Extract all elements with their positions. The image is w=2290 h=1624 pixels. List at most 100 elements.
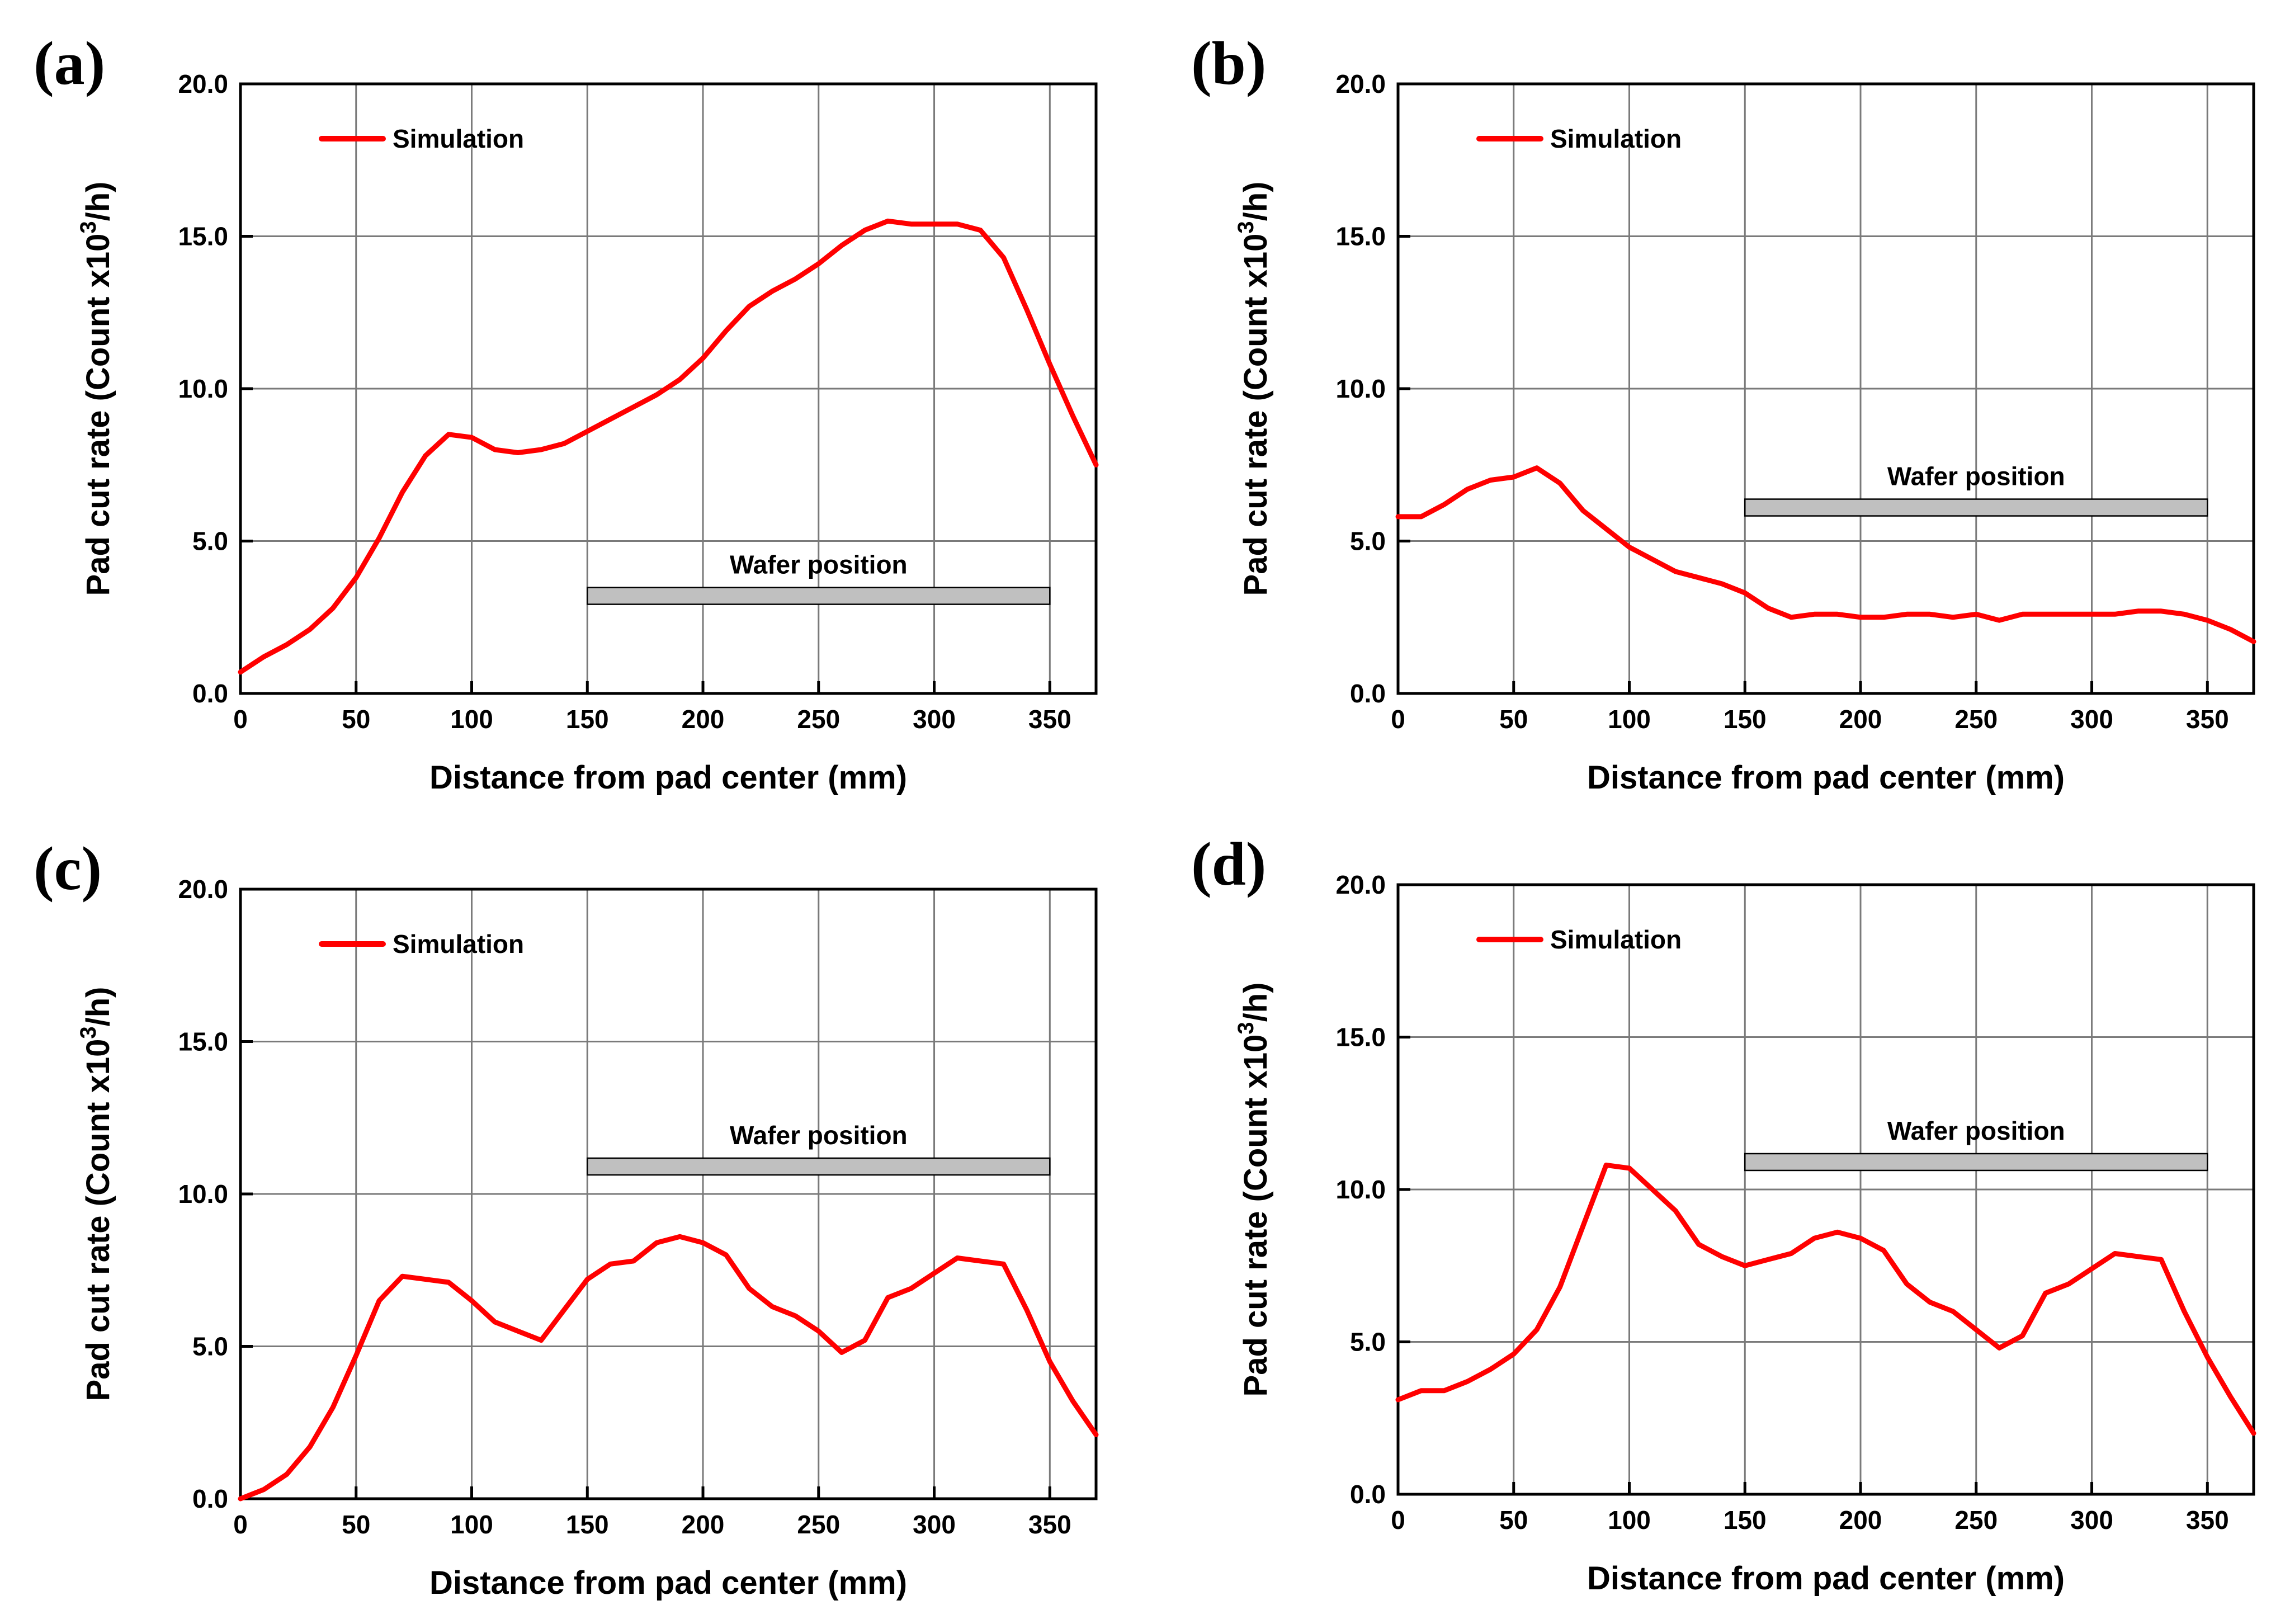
x-tick-label: 350 [2186, 1505, 2229, 1535]
y-tick-label: 10.0 [178, 1179, 228, 1208]
x-tick-label: 50 [1499, 1505, 1528, 1535]
simulation-series-line [238, 1234, 1099, 1502]
x-tick-label: 300 [913, 705, 956, 734]
y-tick-label: 0.0 [192, 1484, 228, 1513]
y-axis-title: Pad cut rate (Count x103/h) [1234, 182, 1274, 596]
y-tick-label: 0.0 [1350, 1480, 1386, 1509]
plot-frame [239, 82, 1098, 695]
panel-label: (a) [34, 29, 105, 97]
plot-frame [239, 887, 1098, 1500]
x-tick-label: 350 [2186, 705, 2229, 734]
x-tick-label: 200 [1839, 705, 1882, 734]
panel-label: (b) [1191, 29, 1266, 97]
x-tick-label: 150 [1724, 705, 1767, 734]
y-tick-label: 0.0 [192, 679, 228, 708]
x-tick-label: 100 [1608, 1505, 1651, 1535]
y-axis-title-superscript: 3 [1234, 1022, 1258, 1034]
x-tick-label: 50 [342, 1510, 370, 1539]
x-tick-label: 150 [566, 1510, 609, 1539]
y-tick-label: 5.0 [1350, 527, 1386, 556]
x-axis-title: Distance from pad center (mm) [1587, 759, 2065, 796]
x-tick-label: 50 [1499, 705, 1528, 734]
x-tick-label: 0 [233, 705, 248, 734]
x-tick-label: 200 [682, 705, 725, 734]
x-tick-label: 300 [2070, 1505, 2113, 1535]
x-tick-label: 0 [233, 1510, 248, 1539]
wafer-position-bar [1744, 1153, 2208, 1172]
wafer-position-label: Wafer position [730, 550, 908, 579]
panel-a: (a) 0 50 100 150 200 250 300 350 0.0 5.0 10.0 15.0 20… [34, 29, 1099, 796]
y-axis-title-superscript: 3 [1234, 221, 1258, 233]
y-tick-label: 20.0 [178, 875, 228, 904]
y-axis-title-unit: /h) [1238, 182, 1274, 221]
y-tick-label: 15.0 [1335, 1023, 1386, 1052]
x-tick-label: 150 [566, 705, 609, 734]
y-axis-title-unit: /h) [1238, 983, 1274, 1022]
panel-c: (c) 0 50 100 150 200 250 300 350 0.0 5.0 10.0 15.0 20… [34, 834, 1099, 1601]
legend-label: Simulation [1550, 925, 1682, 954]
y-axis-title: Pad cut rate (Count x103/h) [1234, 983, 1274, 1397]
x-tick-label: 300 [913, 1510, 956, 1539]
x-tick-label: 100 [450, 1510, 493, 1539]
wafer-position-bar [587, 587, 1051, 605]
y-tick-label: 20.0 [178, 69, 228, 98]
y-axis-title-superscript: 3 [76, 1026, 101, 1038]
y-tick-label: 10.0 [178, 374, 228, 403]
x-tick-label: 100 [450, 705, 493, 734]
wafer-position-label: Wafer position [1887, 462, 2065, 491]
y-tick-label: 5.0 [192, 1332, 228, 1361]
panel-label: (c) [34, 834, 102, 903]
simulation-series-line [238, 218, 1099, 675]
wafer-position-label: Wafer position [730, 1121, 908, 1150]
y-tick-label: 10.0 [1335, 374, 1386, 403]
wafer-position-bar [587, 1157, 1051, 1176]
x-tick-label: 250 [1954, 705, 1998, 734]
y-axis-title-unit: /h) [80, 987, 116, 1027]
x-tick-label: 100 [1608, 705, 1651, 734]
y-axis-title-main: Pad cut rate (Count x10 [80, 1039, 116, 1401]
x-tick-label: 50 [342, 705, 370, 734]
y-tick-label: 5.0 [192, 527, 228, 556]
y-axis-title-main: Pad cut rate (Count x10 [1238, 234, 1274, 596]
x-tick-label: 200 [1839, 1505, 1882, 1535]
x-tick-label: 250 [797, 705, 840, 734]
simulation-series-line [1395, 465, 2256, 644]
y-axis-title: Pad cut rate (Count x103/h) [76, 182, 116, 596]
y-tick-label: 20.0 [1335, 870, 1386, 899]
panel-d: (d) 0 50 100 150 200 250 300 350 0.0 5.0 10.0 15.0 20… [1191, 830, 2256, 1597]
x-tick-label: 150 [1724, 1505, 1767, 1535]
legend-label: Simulation [393, 124, 524, 153]
y-axis-title-unit: /h) [80, 182, 116, 221]
x-tick-label: 200 [682, 1510, 725, 1539]
plot-frame [1396, 82, 2255, 695]
x-tick-label: 0 [1391, 705, 1405, 734]
y-tick-label: 5.0 [1350, 1328, 1386, 1357]
y-axis-title: Pad cut rate (Count x103/h) [76, 987, 116, 1401]
x-axis-title: Distance from pad center (mm) [1587, 1560, 2065, 1597]
y-tick-label: 15.0 [178, 1027, 228, 1056]
panel-b: (b) 0 50 100 150 200 250 300 350 0.0 5.0 10.0 15.0 20… [1191, 29, 2256, 796]
y-tick-label: 0.0 [1350, 679, 1386, 708]
x-axis-title: Distance from pad center (mm) [429, 1565, 907, 1601]
legend-label: Simulation [393, 929, 524, 959]
y-tick-label: 15.0 [1335, 222, 1386, 251]
x-tick-label: 300 [2070, 705, 2113, 734]
x-tick-label: 250 [797, 1510, 840, 1539]
y-tick-label: 20.0 [1335, 69, 1386, 98]
panel-label: (d) [1191, 830, 1266, 898]
y-axis-title-main: Pad cut rate (Count x10 [1238, 1035, 1274, 1397]
plot-frame [1396, 883, 2255, 1496]
y-tick-label: 15.0 [178, 222, 228, 251]
y-tick-label: 10.0 [1335, 1175, 1386, 1204]
x-tick-label: 350 [1028, 1510, 1071, 1539]
x-tick-label: 0 [1391, 1505, 1405, 1535]
simulation-series-line [1395, 1162, 2256, 1436]
y-axis-title-main: Pad cut rate (Count x10 [80, 234, 116, 596]
wafer-position-label: Wafer position [1887, 1116, 2065, 1145]
legend-label: Simulation [1550, 124, 1682, 153]
x-axis-title: Distance from pad center (mm) [429, 759, 907, 796]
wafer-position-bar [1744, 498, 2208, 517]
y-axis-title-superscript: 3 [76, 221, 101, 233]
x-tick-label: 350 [1028, 705, 1071, 734]
